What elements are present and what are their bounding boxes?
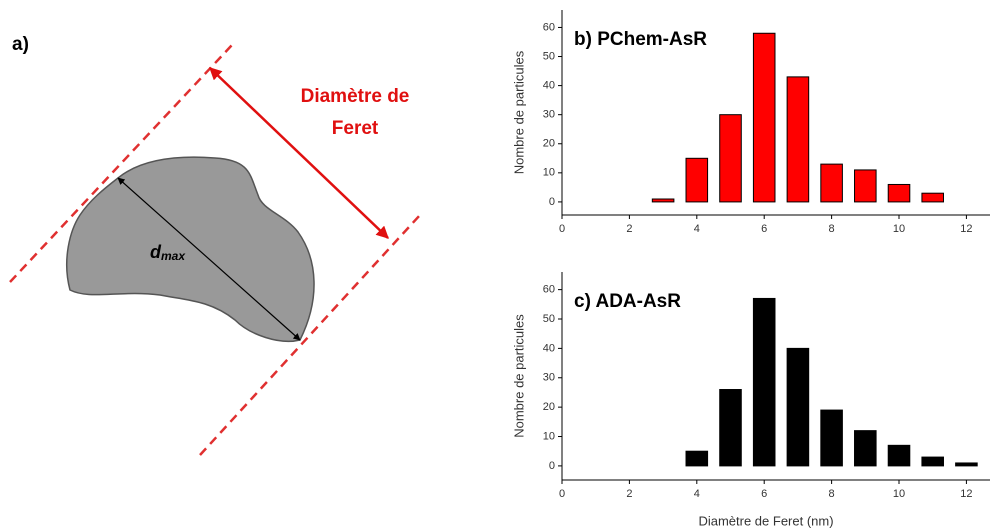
x-tick-label: 12 [960,223,972,235]
x-tick-label: 4 [694,488,700,500]
x-tick-label: 10 [893,223,905,235]
y-tick-label: 0 [549,460,555,472]
bar [685,450,709,467]
bar [921,192,944,203]
bar [719,114,742,203]
y-tick-label: 60 [543,284,555,296]
y-tick-label: 10 [543,430,555,442]
x-tick-label: 0 [559,223,565,235]
bar [887,444,911,467]
bar [820,163,843,203]
dmax-arrow [117,177,301,341]
y-tick-label: 40 [543,80,555,92]
bar [786,76,810,203]
x-axis-label: Diamètre de Feret (nm) [698,513,833,528]
y-tick-label: 10 [543,167,555,179]
chart-title: c) ADA-AsR [574,291,681,312]
panel-label: a) [12,34,29,55]
y-tick-label: 0 [549,196,555,208]
y-tick-label: 30 [543,109,555,121]
bar [651,198,675,203]
y-tick-label: 50 [543,50,555,62]
y-tick-label: 20 [543,401,555,413]
x-tick-label: 12 [960,488,972,500]
bar [955,462,978,467]
bar [752,32,776,203]
bar [685,157,709,203]
bar [719,389,742,467]
bar [786,347,810,467]
y-tick-label: 40 [543,342,555,354]
x-tick-label: 4 [694,223,700,235]
particle [66,156,315,342]
x-tick-label: 6 [761,488,767,500]
x-tick-label: 8 [829,223,835,235]
x-tick-label: 0 [559,488,565,500]
chart-title: b) PChem-AsR [574,29,707,50]
bar [854,430,877,467]
y-tick-label: 20 [543,138,555,150]
x-tick-label: 2 [626,223,632,235]
y-axis-label: Nombre de particules [511,50,526,174]
y-tick-label: 30 [543,372,555,384]
y-tick-label: 50 [543,313,555,325]
feret-label: Feret [332,118,379,139]
bar [820,409,843,467]
tangent-line [199,214,421,456]
x-tick-label: 6 [761,223,767,235]
x-tick-label: 10 [893,488,905,500]
tangent-line [9,44,233,283]
bar [752,297,776,467]
bar [854,169,877,203]
bar [921,456,944,467]
x-tick-label: 8 [829,488,835,500]
bar [887,183,911,203]
y-axis-label: Nombre de particules [511,314,526,438]
x-tick-label: 2 [626,488,632,500]
y-tick-label: 60 [543,21,555,33]
feret-arrow [209,67,389,239]
feret-label: Diamètre de [301,86,410,107]
dmax-label: dmax [150,242,186,263]
